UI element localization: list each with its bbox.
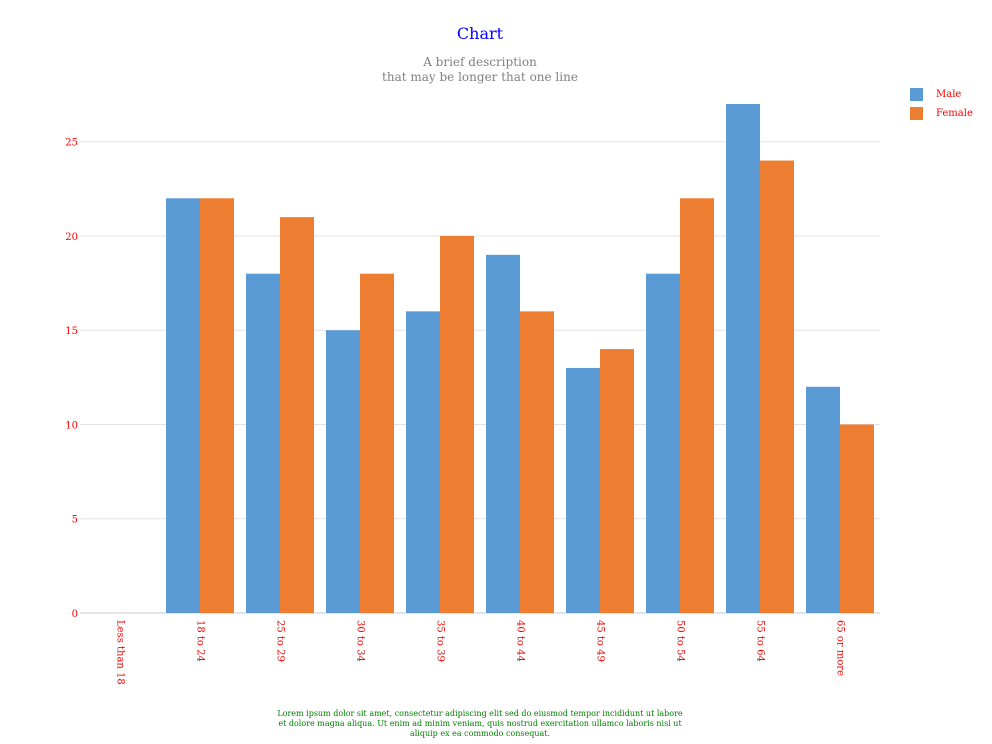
bar-male-7 <box>646 273 680 613</box>
bar-female-8 <box>760 160 794 614</box>
subtitle-line-1: A brief description <box>423 55 537 69</box>
bar-male-2 <box>246 273 280 613</box>
subtitle-line-2: that may be longer that one line <box>382 70 578 84</box>
bar-male-5 <box>486 254 520 613</box>
x-tick-label-7: 50 to 54 <box>675 620 686 662</box>
y-tick-label-20: 20 <box>65 232 78 243</box>
bar-female-3 <box>360 273 394 613</box>
bar-male-3 <box>326 330 360 613</box>
legend-swatch-male <box>910 88 923 101</box>
bar-female-9 <box>840 424 874 613</box>
bar-male-8 <box>726 104 760 613</box>
bar-female-4 <box>440 235 474 614</box>
y-tick-label-15: 15 <box>65 326 78 337</box>
x-tick-label-1: 18 to 24 <box>195 620 206 662</box>
bar-female-2 <box>280 217 314 613</box>
y-tick-label-5: 5 <box>72 515 78 526</box>
bar-male-4 <box>406 311 440 613</box>
x-tick-label-4: 35 to 39 <box>435 620 446 662</box>
bar-female-6 <box>600 349 634 613</box>
footer-line-2: et dolore magna aliqua. Ut enim ad minim… <box>278 719 682 728</box>
legend-item-male[interactable]: Male <box>910 85 973 104</box>
y-tick-label-25: 25 <box>65 138 78 149</box>
x-tick-label-8: 55 to 64 <box>755 620 766 662</box>
chart-subtitle: A brief description that may be longer t… <box>0 55 960 85</box>
x-tick-label-2: 25 to 29 <box>275 620 286 662</box>
bar-male-1 <box>166 198 200 613</box>
legend-label-female: Female <box>936 108 973 119</box>
x-tick-label-6: 45 to 49 <box>595 620 606 662</box>
legend-label-male: Male <box>936 89 962 100</box>
x-tick-label-0: Less than 18 <box>115 620 126 685</box>
bar-female-7 <box>680 198 714 613</box>
legend-swatch-female <box>910 107 923 120</box>
chart-footer: Lorem ipsum dolor sit amet, consectetur … <box>270 709 690 739</box>
footer-line-1: Lorem ipsum dolor sit amet, consectetur … <box>277 709 683 718</box>
bar-male-9 <box>806 386 840 613</box>
chart-legend: Male Female <box>910 85 973 123</box>
chart-title: Chart <box>456 24 504 43</box>
x-tick-label-3: 30 to 34 <box>355 620 366 662</box>
y-tick-label-0: 0 <box>72 609 78 620</box>
x-tick-label-5: 40 to 44 <box>515 620 526 662</box>
bar-female-1 <box>200 198 234 613</box>
legend-item-female[interactable]: Female <box>910 104 973 123</box>
y-tick-label-10: 10 <box>65 420 78 431</box>
x-tick-label-9: 65 or more <box>835 620 846 676</box>
footer-line-3: aliquip ex ea commodo consequat. <box>409 729 551 738</box>
bar-male-6 <box>566 367 600 613</box>
bar-female-5 <box>520 311 554 613</box>
